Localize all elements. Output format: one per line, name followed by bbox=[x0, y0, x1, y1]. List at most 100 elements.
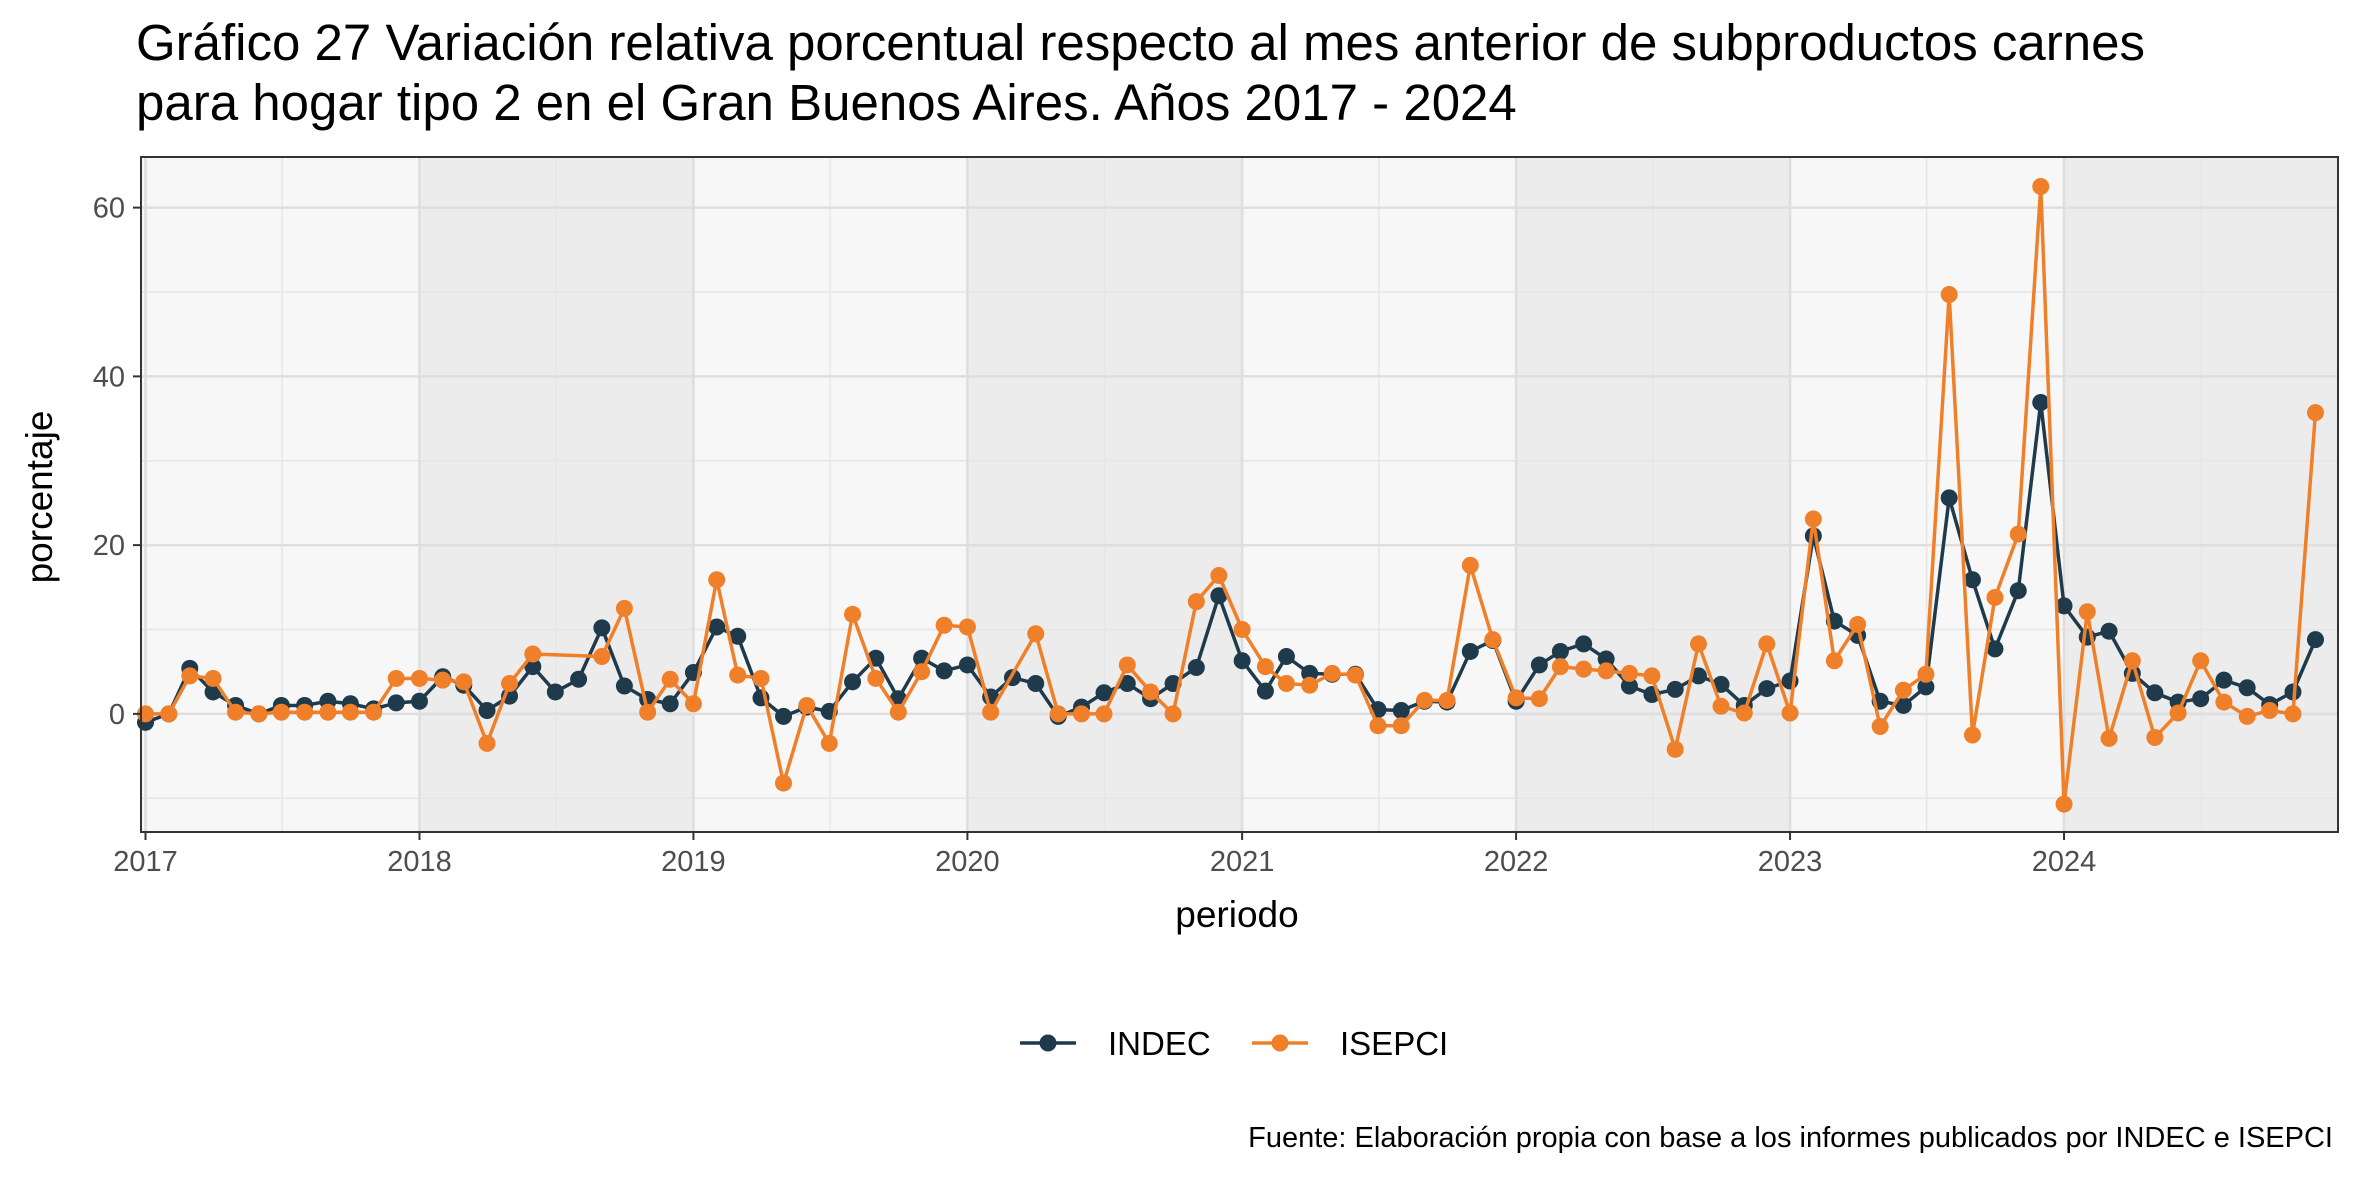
data-point-indec bbox=[1277, 648, 1295, 665]
data-point-isepci bbox=[250, 705, 268, 723]
data-point-indec bbox=[615, 677, 633, 695]
data-point-indec bbox=[1894, 696, 1912, 714]
chart-title-line-1: Gráfico 27 Variación relativa porcentual… bbox=[136, 14, 2145, 71]
data-point-isepci bbox=[708, 571, 726, 589]
data-point-isepci bbox=[272, 703, 290, 721]
x-axis-title: periodo bbox=[1175, 894, 1298, 935]
data-point-indec bbox=[1917, 678, 1935, 696]
data-point-isepci bbox=[1551, 658, 1569, 676]
data-point-isepci bbox=[1689, 635, 1707, 653]
data-point-isepci bbox=[1095, 705, 1113, 723]
data-point-isepci bbox=[935, 616, 953, 634]
data-point-isepci bbox=[1940, 286, 1958, 304]
data-point-isepci bbox=[661, 670, 679, 688]
y-tick-label: 60 bbox=[93, 193, 125, 225]
data-point-isepci bbox=[615, 599, 633, 617]
data-point-indec bbox=[478, 702, 496, 719]
data-point-indec bbox=[2146, 684, 2164, 702]
legend-key-point bbox=[1039, 1034, 1057, 1052]
data-point-isepci bbox=[1027, 625, 1045, 643]
data-point-indec bbox=[570, 670, 588, 688]
data-point-indec bbox=[1210, 587, 1228, 605]
data-point-isepci bbox=[2032, 178, 2050, 196]
data-point-isepci bbox=[1963, 726, 1981, 744]
data-point-indec bbox=[1575, 635, 1593, 653]
data-point-isepci bbox=[1210, 567, 1228, 584]
data-point-isepci bbox=[387, 669, 405, 687]
data-point-isepci bbox=[1575, 660, 1593, 678]
data-point-isepci bbox=[1187, 593, 1205, 611]
data-point-isepci bbox=[1894, 681, 1912, 699]
data-point-indec bbox=[2215, 671, 2233, 689]
data-point-indec bbox=[1963, 571, 1981, 589]
data-point-indec bbox=[1461, 642, 1479, 660]
data-point-isepci bbox=[1256, 658, 1274, 676]
y-tick-label: 40 bbox=[93, 361, 125, 393]
data-point-isepci bbox=[2055, 795, 2073, 813]
data-point-indec bbox=[2238, 679, 2256, 697]
legend-label: INDEC bbox=[1108, 1025, 1211, 1062]
data-point-isepci bbox=[1781, 704, 1799, 722]
data-point-indec bbox=[1597, 650, 1615, 668]
data-point-indec bbox=[844, 673, 862, 691]
data-point-indec bbox=[2192, 690, 2210, 708]
data-point-isepci bbox=[1507, 689, 1525, 707]
data-point-isepci bbox=[1735, 704, 1753, 722]
data-point-indec bbox=[1620, 677, 1638, 695]
data-point-isepci bbox=[2146, 729, 2164, 746]
data-point-isepci bbox=[1072, 705, 1090, 723]
y-axis-title: porcentaje bbox=[19, 411, 60, 584]
legend-key-point bbox=[1271, 1034, 1289, 1052]
data-point-isepci bbox=[2261, 702, 2279, 719]
legend: INDEC ISEPCI bbox=[1020, 1025, 1448, 1062]
data-point-isepci bbox=[2123, 652, 2141, 670]
data-point-isepci bbox=[341, 703, 359, 721]
data-point-isepci bbox=[1164, 705, 1182, 723]
x-tick-label: 2018 bbox=[387, 846, 452, 878]
data-point-isepci bbox=[798, 696, 816, 714]
data-point-indec bbox=[1256, 682, 1274, 700]
legend-label: ISEPCI bbox=[1340, 1025, 1448, 1062]
data-point-isepci bbox=[1277, 675, 1295, 692]
data-point-isepci bbox=[1871, 718, 1889, 736]
data-point-indec bbox=[1095, 684, 1113, 702]
data-point-indec bbox=[1301, 664, 1319, 682]
data-point-isepci bbox=[1825, 652, 1843, 670]
data-point-isepci bbox=[296, 703, 314, 721]
x-axis-ticks: 2017 2018 2019 2020 2021 2022 2023 2024 bbox=[113, 832, 2096, 878]
data-point-isepci bbox=[2192, 652, 2210, 670]
data-point-indec bbox=[593, 619, 611, 637]
data-point-isepci bbox=[501, 675, 519, 692]
data-point-isepci bbox=[2169, 704, 2187, 722]
data-point-isepci bbox=[2306, 404, 2324, 422]
data-point-isepci bbox=[204, 669, 222, 687]
data-point-isepci bbox=[2215, 693, 2233, 711]
data-point-indec bbox=[524, 658, 542, 676]
data-point-indec bbox=[2009, 582, 2027, 600]
data-point-isepci bbox=[434, 671, 452, 689]
plot-area bbox=[137, 156, 2339, 833]
data-point-isepci bbox=[1233, 621, 1251, 638]
data-point-isepci bbox=[455, 673, 473, 691]
data-point-indec bbox=[1027, 675, 1045, 692]
data-point-isepci bbox=[227, 703, 245, 721]
data-point-indec bbox=[1940, 489, 1958, 507]
y-axis-ticks: 0 20 40 60 bbox=[93, 193, 141, 731]
data-point-indec bbox=[1986, 640, 2004, 658]
data-point-isepci bbox=[1118, 656, 1136, 674]
data-point-indec bbox=[935, 662, 953, 680]
data-point-indec bbox=[661, 695, 679, 713]
data-point-indec bbox=[2306, 631, 2324, 649]
data-point-isepci bbox=[889, 703, 907, 721]
data-point-indec bbox=[1551, 642, 1569, 660]
x-tick-label: 2019 bbox=[661, 846, 726, 878]
data-point-indec bbox=[1392, 702, 1410, 719]
data-point-isepci bbox=[319, 703, 337, 721]
data-point-isepci bbox=[2238, 707, 2256, 725]
data-point-isepci bbox=[1530, 690, 1548, 708]
data-point-isepci bbox=[2009, 525, 2027, 543]
data-point-indec bbox=[410, 692, 428, 710]
data-point-isepci bbox=[1643, 667, 1661, 685]
data-point-isepci bbox=[1369, 717, 1387, 735]
data-point-isepci bbox=[775, 774, 793, 792]
